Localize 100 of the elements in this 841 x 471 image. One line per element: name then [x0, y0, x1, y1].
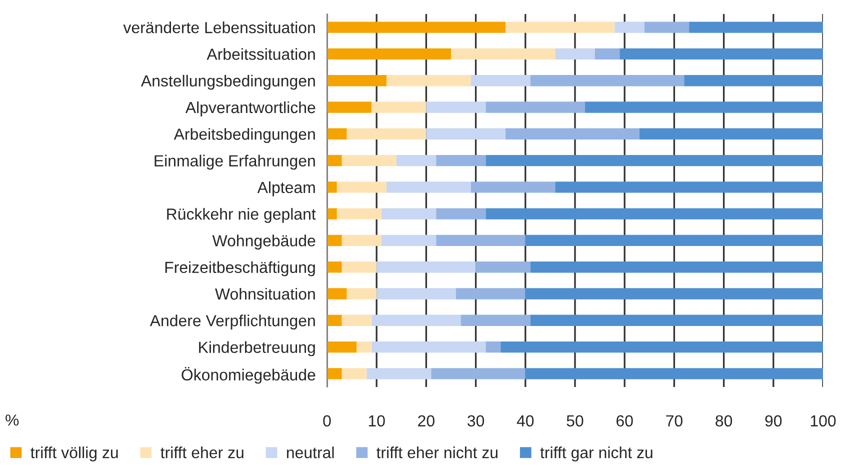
- legend-label: trifft gar nicht zu: [540, 446, 652, 462]
- bar: [386, 182, 471, 193]
- y-tick-label: Arbeitssituation: [206, 48, 315, 60]
- bar: [327, 128, 347, 140]
- bar: [327, 102, 372, 113]
- bar: [327, 288, 347, 300]
- bar: [594, 48, 620, 60]
- x-tick-label: 0: [323, 415, 331, 427]
- bar: [530, 314, 823, 326]
- bar: [506, 22, 615, 33]
- text: %: [6, 414, 19, 426]
- legend-label: trifft eher nicht zu: [376, 446, 498, 458]
- bar: [684, 75, 823, 86]
- bar: [639, 128, 823, 140]
- bar: [342, 262, 377, 273]
- x-tick-label: 20: [418, 415, 434, 427]
- y-tick-label: Ökonomiegebäude: [182, 366, 316, 384]
- bar: [486, 102, 585, 113]
- bar: [327, 262, 342, 273]
- bar: [327, 182, 337, 193]
- bar: [342, 368, 367, 380]
- bar: [346, 128, 426, 140]
- bar: [336, 208, 382, 220]
- bar: [470, 75, 530, 86]
- bar: [689, 22, 823, 33]
- bar: [525, 234, 823, 246]
- y-tick-label: Arbeitsbedingungen: [174, 128, 315, 143]
- legend-label: trifft eher zu: [160, 446, 244, 458]
- bar: [431, 368, 526, 380]
- bar: [382, 208, 436, 220]
- bar: [327, 75, 387, 86]
- bar: [584, 102, 823, 113]
- bar: [327, 368, 342, 380]
- bar: [336, 182, 387, 193]
- bar: [476, 262, 530, 273]
- bar: [436, 208, 486, 220]
- bar: [327, 341, 357, 353]
- bar: [327, 208, 337, 220]
- y-tick-label: Wohngebäude: [212, 234, 316, 250]
- y-tick-label: Anstellungsbedingungen: [140, 74, 315, 90]
- x-tick-label: 50: [566, 415, 584, 427]
- bar: [372, 102, 426, 113]
- bar: [342, 154, 396, 166]
- x-tick-label: 10: [368, 415, 385, 427]
- bar: [506, 128, 640, 140]
- bar: [530, 262, 823, 273]
- bar: [342, 314, 372, 326]
- bar: [426, 102, 486, 113]
- bar: [555, 182, 823, 193]
- bar: [327, 154, 342, 166]
- bar: [470, 182, 556, 193]
- bar: [486, 341, 501, 353]
- bar: [327, 48, 451, 60]
- bar: [372, 341, 486, 353]
- bar: [342, 234, 382, 246]
- bar: [525, 288, 823, 300]
- bar: [376, 262, 476, 273]
- y-tick-label: Alpteam: [257, 181, 315, 196]
- bar: [372, 314, 461, 326]
- x-tick-label: 90: [765, 415, 782, 427]
- bar: [500, 341, 823, 353]
- bar: [356, 341, 372, 353]
- bar: [486, 154, 823, 166]
- bar: [530, 75, 684, 86]
- y-tick-label: Einmalige Erfahrungen: [154, 154, 315, 170]
- x-tick-label: 40: [516, 415, 534, 427]
- bar: [327, 234, 342, 246]
- bar: [376, 288, 456, 300]
- x-tick-label: 70: [666, 415, 682, 427]
- y-tick-label: Rückkehr nie geplant: [167, 208, 316, 223]
- y-tick-label: Freizeitbeschäftigung: [165, 261, 315, 276]
- y-tick-label: Kinderbetreuung: [199, 341, 315, 356]
- bar: [456, 288, 526, 300]
- bar: [525, 368, 823, 380]
- bar: [426, 128, 506, 140]
- bar: [460, 314, 530, 326]
- y-tick-label: Alpverantwortliche: [185, 101, 316, 116]
- y-tick-label: Wohnsituation: [215, 288, 315, 300]
- x-tick-label: 30: [468, 415, 484, 427]
- bar: [366, 368, 432, 380]
- bar: [382, 234, 436, 246]
- bar: [620, 48, 823, 60]
- y-tick-label: veränderte Lebenssituation: [123, 22, 315, 34]
- bar: [327, 22, 506, 33]
- bar: [555, 48, 595, 60]
- x-tick-label: 80: [716, 415, 732, 427]
- x-tick-label: 100: [810, 415, 836, 427]
- y-tick-label: Andere Verpflichtungen: [150, 314, 315, 330]
- bar: [436, 234, 526, 246]
- bar: [396, 154, 436, 166]
- bar: [327, 314, 342, 326]
- bar: [386, 75, 471, 86]
- bar: [436, 154, 486, 166]
- legend-label: trifft völlig zu: [30, 446, 118, 462]
- bar: [644, 22, 690, 33]
- bar: [614, 22, 644, 33]
- bar: [346, 288, 377, 300]
- bar: [451, 48, 556, 60]
- bar: [486, 208, 823, 220]
- legend-label: neutral: [286, 446, 334, 458]
